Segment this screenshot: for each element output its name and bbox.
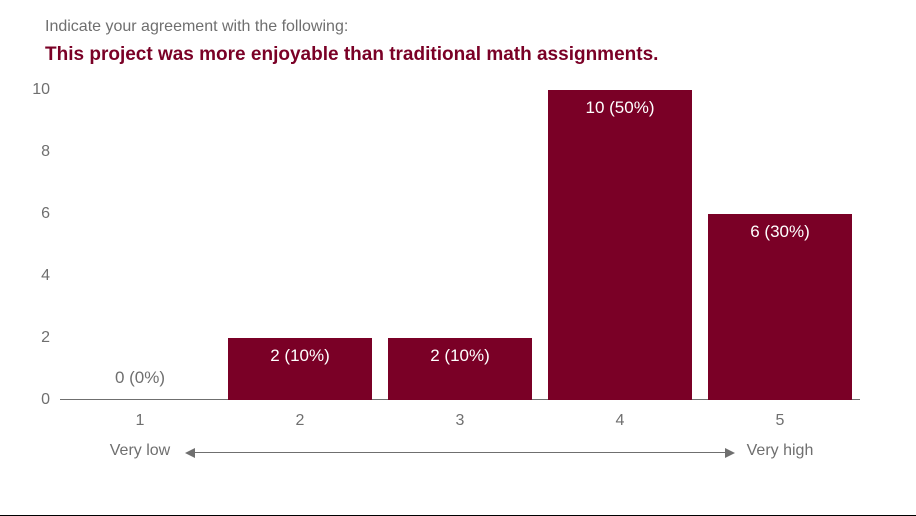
bar-value-label: 2 (10%) [370, 346, 550, 366]
chart-frame: { "subtitle": { "text": "Indicate your a… [0, 0, 916, 516]
scale-anchor-low: Very low [50, 442, 230, 460]
x-category-label: 5 [690, 412, 870, 430]
scale-arrow-right [725, 448, 735, 458]
bar [548, 90, 692, 400]
chart-title: This project was more enjoyable than tra… [45, 44, 658, 66]
x-category-label: 4 [530, 412, 710, 430]
x-category-label: 1 [50, 412, 230, 430]
scale-arrow-line [195, 452, 725, 453]
bar-value-label: 0 (0%) [50, 368, 230, 388]
y-tick-label: 4 [0, 267, 50, 285]
y-tick-label: 8 [0, 143, 50, 161]
scale-anchor-high: Very high [690, 442, 870, 460]
scale-arrow-left [185, 448, 195, 458]
bar-value-label: 2 (10%) [210, 346, 390, 366]
chart-subtitle: Indicate your agreement with the followi… [45, 18, 348, 36]
x-category-label: 2 [210, 412, 390, 430]
bar-value-label: 6 (30%) [690, 222, 870, 242]
y-tick-label: 6 [0, 205, 50, 223]
x-category-label: 3 [370, 412, 550, 430]
bar-value-label: 10 (50%) [530, 98, 710, 118]
y-tick-label: 10 [0, 81, 50, 99]
y-tick-label: 2 [0, 329, 50, 347]
y-tick-label: 0 [0, 391, 50, 409]
